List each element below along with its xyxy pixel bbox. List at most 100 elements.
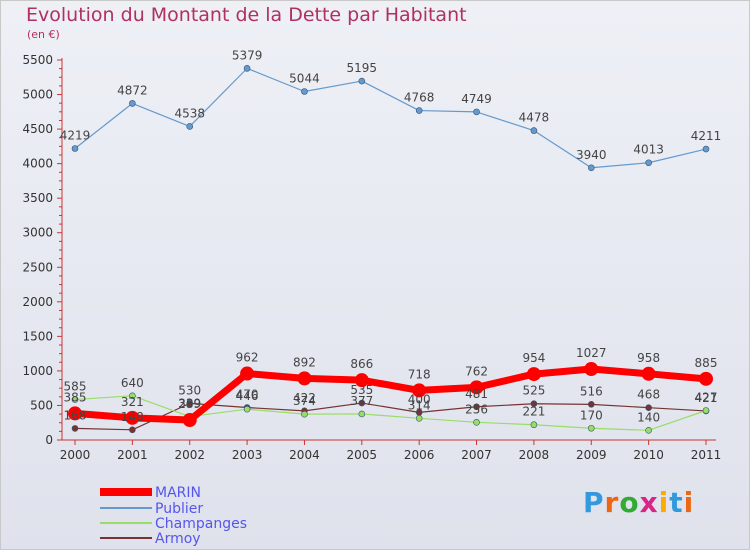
y-tick-label: 4500 — [22, 122, 53, 136]
series-line-champanges — [74, 395, 707, 431]
y-tick-label: 2000 — [22, 295, 53, 309]
point-marin — [526, 367, 541, 382]
series-line-marin — [74, 365, 707, 424]
series-line-armoy — [74, 402, 707, 431]
point-publier — [473, 108, 480, 116]
data-label-armoy: 400 — [408, 392, 431, 406]
point-publier — [530, 127, 538, 134]
series-line-publier — [74, 67, 707, 169]
y-tick-label: 0 — [45, 433, 53, 447]
series-layer — [68, 65, 713, 434]
data-labels-layer: 385 321 289 962 892 866 718 762 954 1027 958 885 421… — [60, 48, 722, 424]
point-champanges — [473, 419, 480, 426]
data-label-publier: 3940 — [576, 148, 607, 162]
data-label-armoy: 468 — [637, 388, 660, 402]
x-tick-label: 2010 — [633, 448, 664, 462]
data-label-armoy: 470 — [236, 388, 259, 402]
point-champanges — [530, 421, 538, 429]
data-label-marin: 1027 — [576, 346, 607, 360]
point-champanges — [301, 410, 308, 418]
point-armoy — [71, 425, 79, 432]
proxiti-logo: Proxiti — [583, 486, 694, 519]
data-label-publier: 5195 — [347, 61, 378, 75]
point-marin — [412, 383, 427, 398]
point-armoy — [358, 399, 366, 407]
x-tick-label: 2007 — [461, 448, 492, 462]
data-label-marin: 962 — [236, 351, 259, 365]
data-label-marin: 958 — [637, 351, 660, 365]
logo-letter: P — [583, 486, 605, 519]
point-marin — [469, 380, 484, 395]
point-marin — [68, 406, 82, 421]
data-label-armoy: 535 — [350, 383, 373, 397]
logo-letter: r — [604, 486, 620, 519]
point-publier — [358, 77, 366, 85]
logo-letter: x — [639, 486, 659, 519]
data-label-champanges: 221 — [522, 405, 545, 419]
point-champanges — [645, 427, 652, 434]
point-armoy — [473, 403, 480, 411]
data-label-marin: 321 — [121, 395, 144, 409]
y-tick-label: 5500 — [22, 53, 53, 67]
point-marin — [182, 413, 197, 428]
data-label-armoy: 421 — [695, 391, 718, 405]
point-champanges — [702, 407, 710, 414]
point-marin — [297, 371, 312, 386]
data-label-marin: 885 — [695, 356, 718, 370]
point-publier — [243, 65, 251, 72]
data-label-champanges: 585 — [64, 380, 87, 394]
data-label-publier: 4013 — [633, 143, 664, 157]
data-label-publier: 4211 — [691, 129, 722, 143]
data-label-marin: 289 — [178, 397, 201, 411]
x-tick-label: 2000 — [60, 448, 91, 462]
point-publier — [301, 88, 308, 95]
y-tick-label: 2500 — [22, 260, 53, 274]
data-label-champanges: 256 — [465, 402, 488, 416]
logo-letter: t — [669, 486, 684, 519]
data-label-champanges: 140 — [637, 410, 660, 424]
data-label-publier: 4872 — [117, 83, 148, 97]
axes: 0 500 1000 1500 2000 2500 3000 3500 4000 4500 5000… — [22, 53, 721, 462]
point-armoy — [645, 404, 652, 411]
data-label-publier: 4768 — [404, 91, 435, 105]
point-armoy — [186, 400, 194, 407]
data-label-publier: 4219 — [60, 129, 91, 143]
point-marin — [125, 410, 140, 425]
point-champanges — [71, 396, 79, 403]
x-tick-label: 2006 — [404, 448, 435, 462]
point-armoy — [530, 400, 538, 408]
legend-label-publier: Publier — [155, 501, 203, 517]
data-label-marin: 892 — [293, 355, 316, 369]
data-label-armoy: 530 — [178, 383, 201, 397]
y-tick-label: 500 — [30, 398, 53, 412]
data-label-armoy: 481 — [465, 387, 488, 401]
data-label-champanges: 446 — [236, 389, 259, 403]
y-tick-label: 1000 — [22, 364, 53, 378]
data-label-marin: 866 — [350, 357, 373, 371]
point-publier — [186, 123, 194, 130]
chart-title: Evolution du Montant de la Dette par Hab… — [26, 4, 467, 26]
y-tick-label: 3500 — [22, 191, 53, 205]
data-label-publier: 5044 — [289, 72, 320, 86]
data-label-publier: 4538 — [174, 106, 205, 120]
point-marin — [699, 371, 713, 386]
legend-label-armoy: Armoy — [155, 531, 201, 547]
data-label-publier: 5379 — [232, 48, 263, 62]
x-tick-label: 2005 — [347, 448, 378, 462]
data-label-champanges: 640 — [121, 376, 144, 390]
point-champanges — [243, 405, 251, 413]
point-champanges — [415, 415, 423, 422]
logo-letter: i — [658, 486, 670, 519]
point-publier — [71, 145, 79, 152]
data-label-marin: 954 — [522, 351, 545, 365]
data-label-armoy: 422 — [293, 391, 316, 405]
y-tick-label: 5000 — [22, 88, 53, 102]
data-label-armoy: 525 — [522, 384, 545, 398]
point-armoy — [129, 426, 136, 434]
chart-subtitle: (en €) — [27, 28, 60, 41]
point-champanges — [587, 424, 595, 432]
data-label-champanges: 170 — [580, 408, 603, 422]
